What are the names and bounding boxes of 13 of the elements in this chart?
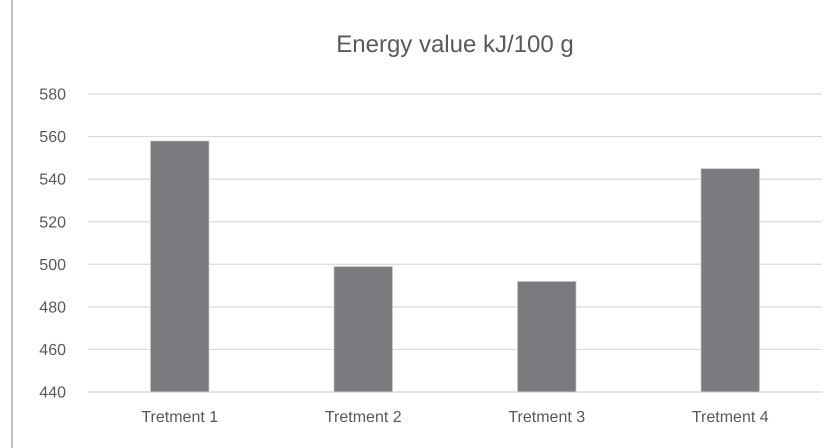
y-tick-label: 480 (39, 299, 66, 316)
y-tick-label: 560 (39, 129, 66, 146)
x-tick-label: Tretment 4 (692, 409, 769, 426)
x-tick-label: Tretment 1 (141, 409, 218, 426)
y-tick-label: 580 (39, 86, 66, 104)
y-tick-label: 460 (39, 342, 66, 360)
y-tick-label: 520 (39, 214, 66, 232)
y-tick-label: 440 (39, 384, 66, 402)
chart-title: Energy value kJ/100 g (336, 31, 574, 58)
y-tick-label: 500 (39, 256, 66, 274)
x-tick-label: Tretment 2 (324, 409, 402, 426)
x-tick-label: Tretment 3 (508, 409, 586, 426)
y-tick-label: 540 (39, 172, 66, 189)
